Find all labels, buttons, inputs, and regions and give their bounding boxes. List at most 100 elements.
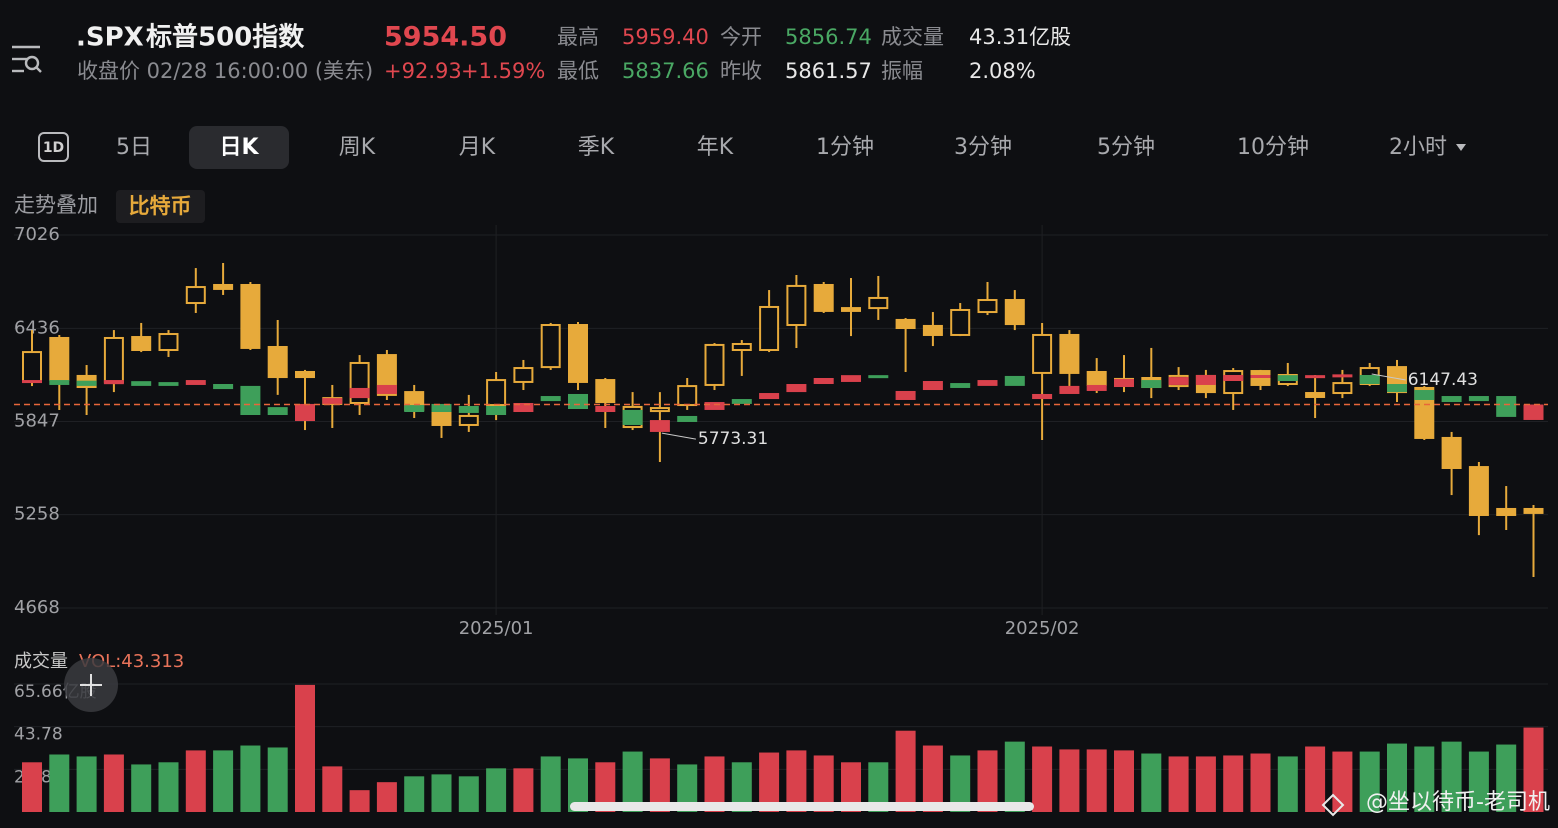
tab[interactable]: 月K (459, 135, 496, 160)
watermark: @坐以待币-老司机 (1366, 790, 1550, 815)
volume-title: 成交量 (14, 651, 68, 672)
y-tick-label: 7026 (14, 224, 60, 245)
overlay-candle (759, 305, 780, 352)
tab[interactable]: 周K (339, 135, 376, 160)
volume-bar (185, 750, 206, 812)
volume-bar (240, 745, 261, 812)
y-tick-label: 5847 (14, 411, 60, 432)
market-status: 收盘价 02/28 16:00:00 (美东) (77, 59, 373, 83)
candle (622, 409, 643, 425)
overlay-candle (540, 324, 561, 369)
overlay-chip[interactable] (116, 190, 205, 223)
overlay-candle (731, 342, 752, 352)
volume-bar (677, 764, 698, 812)
volume-bar (868, 762, 889, 812)
overlay-candle (213, 283, 234, 290)
y-tick-label: 6436 (14, 317, 60, 338)
stat-value: 5837.66 (622, 59, 709, 83)
stat-label: 振幅 (881, 59, 923, 83)
candle (950, 383, 971, 388)
overlay-series[interactable]: 比特币 (129, 194, 192, 218)
tab[interactable]: 日K (219, 135, 259, 160)
candle (759, 393, 780, 400)
candle (158, 382, 179, 386)
tab[interactable]: 10分钟 (1237, 135, 1309, 160)
tab[interactable]: 3分钟 (954, 135, 1012, 160)
candle (1168, 377, 1189, 385)
volume-bar (22, 762, 42, 812)
volume-bar (1168, 756, 1189, 812)
candle (595, 405, 616, 413)
candle (267, 407, 288, 416)
overlay-candle (240, 283, 261, 349)
dropdown-caret[interactable] (1456, 144, 1466, 151)
tab-icon-box[interactable] (38, 132, 69, 162)
volume-bar (1195, 756, 1216, 812)
overlay-candle (868, 296, 889, 310)
volume-bar (1468, 751, 1489, 812)
index-name: 标普500指数 (146, 22, 305, 53)
volume-bar (1359, 751, 1380, 812)
volume-bar (1114, 750, 1134, 812)
volume-bar (1059, 749, 1080, 812)
tab[interactable]: 季K (578, 135, 615, 160)
candle (1032, 393, 1053, 400)
candle (1305, 375, 1326, 379)
candle (1004, 375, 1025, 386)
overlay-candle (1414, 386, 1435, 439)
candle (1250, 374, 1271, 378)
overlay-candle (1032, 333, 1053, 374)
candle (22, 380, 42, 384)
volume-bar (267, 747, 288, 812)
overlay-candle (1086, 370, 1107, 386)
candle (1523, 404, 1544, 420)
overlay-candle (513, 367, 534, 383)
overlay-candle (1332, 382, 1353, 395)
overlay-candle (977, 299, 998, 314)
candle (868, 375, 889, 379)
volume-bar (1441, 741, 1462, 812)
y-tick-label: 5258 (14, 504, 60, 525)
candle (677, 415, 698, 422)
overlay-candle (568, 324, 588, 383)
candle (486, 405, 507, 416)
candle (1468, 396, 1489, 402)
candle (431, 403, 452, 413)
tab-icon[interactable]: 1D (43, 140, 64, 156)
tab[interactable]: 1分钟 (816, 135, 874, 160)
candle (49, 380, 70, 385)
candle (103, 380, 124, 385)
menu-button[interactable] (12, 45, 42, 73)
candle (1441, 396, 1462, 403)
volume-bar (1277, 756, 1298, 812)
volume-bar (431, 774, 452, 812)
candle (404, 405, 425, 413)
overlay-candle (1468, 466, 1489, 516)
symbol: .SPX (76, 23, 144, 53)
volume-bar (486, 768, 507, 812)
overlay-candle (1305, 392, 1326, 398)
volume-bar (1414, 746, 1435, 812)
candle (76, 380, 97, 386)
tab[interactable]: 2小时 (1389, 135, 1447, 160)
volume-bar (103, 754, 124, 812)
candle (458, 405, 479, 413)
candle (1332, 374, 1353, 378)
stat-value: 2.08% (969, 59, 1036, 83)
stat-value: 43.31亿股 (969, 25, 1071, 49)
y-tick-label: 43.78 (14, 725, 63, 745)
overlay-candle (1523, 507, 1544, 514)
tab[interactable]: 5日 (116, 135, 152, 160)
overlay-candle (895, 318, 916, 330)
overlay-candle (103, 336, 124, 383)
volume-bar (49, 754, 70, 812)
volume-bar (568, 758, 588, 812)
tab[interactable]: 5分钟 (1097, 135, 1155, 160)
tab[interactable]: 年K (697, 135, 734, 160)
overlay-candle (22, 351, 42, 383)
candle (1141, 380, 1162, 388)
volume-bar (1086, 749, 1107, 812)
stat-label: 今开 (720, 25, 762, 49)
